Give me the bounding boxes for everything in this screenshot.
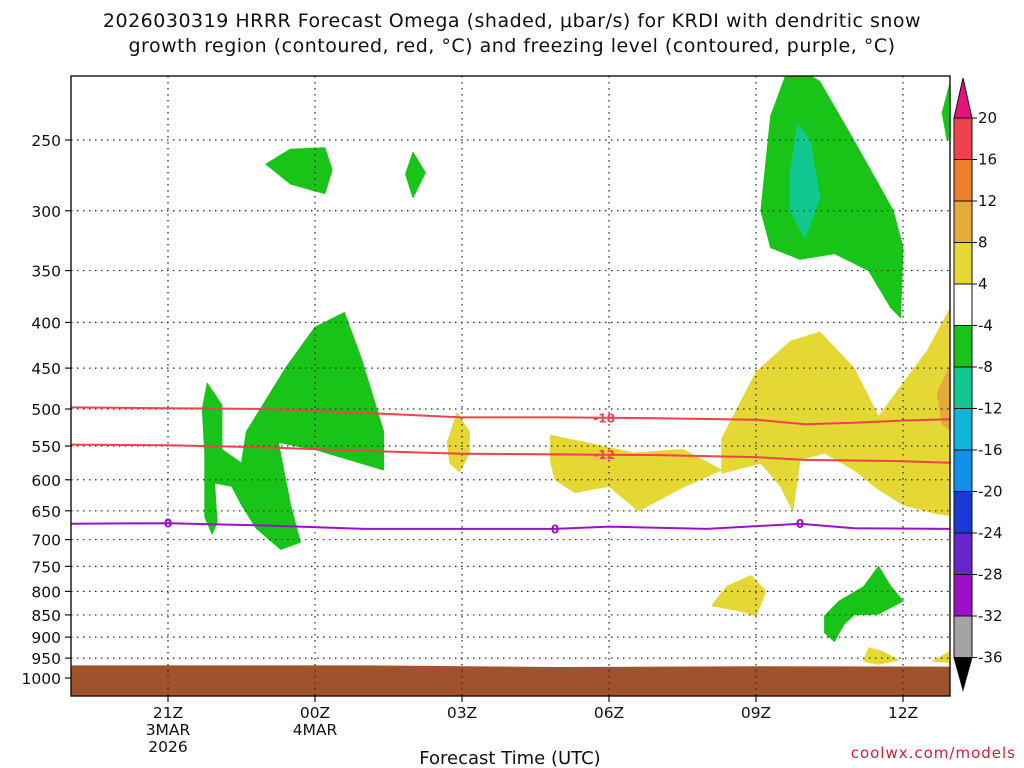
contour-label-0-0: 0 xyxy=(164,517,172,531)
x-tick-label-12Z-0: 12Z xyxy=(888,704,918,722)
x-tick-label-00Z-1: 4MAR xyxy=(293,721,338,739)
y-tick-label-500: 500 xyxy=(31,401,61,419)
colorbar-label-11: -28 xyxy=(978,566,1003,584)
contour-labels: -18 -12 0 0 0 xyxy=(164,411,804,536)
y-tick-label-650: 650 xyxy=(31,503,61,521)
colorbar-swatch-1 xyxy=(953,117,973,160)
colorbar-swatch-3 xyxy=(953,200,973,243)
chart-title-line1: 2026030319 HRRR Forecast Omega (shaded, … xyxy=(103,10,921,32)
contour-line--18 xyxy=(71,406,950,426)
grid-lines xyxy=(71,76,950,696)
colorbar-label-8: -16 xyxy=(978,441,1003,459)
colorbar-label-0: 20 xyxy=(978,109,997,127)
colorbar-swatch-13 xyxy=(953,615,973,658)
colorbar-label-10: -24 xyxy=(978,524,1003,542)
omega-positive-region-2 xyxy=(446,412,470,473)
omega-positive-region-5 xyxy=(931,651,950,663)
x-tick-label-03Z-0: 03Z xyxy=(447,704,477,722)
contour-lines xyxy=(71,406,950,530)
contour-label-0-2: 0 xyxy=(796,517,804,531)
x-tick-label-09Z-0: 09Z xyxy=(741,704,771,722)
colorbar-label-4: 4 xyxy=(978,275,988,293)
omega-positive-region-1 xyxy=(549,434,723,512)
colorbar-swatch-7 xyxy=(953,366,973,409)
omega-negative-region-4 xyxy=(789,123,821,239)
colorbar-label-6: -8 xyxy=(978,358,993,376)
colorbar-swatch-8 xyxy=(953,408,973,451)
omega-positive-region-0 xyxy=(721,307,950,516)
y-tick-label-950: 950 xyxy=(31,650,61,668)
y-tick-label-400: 400 xyxy=(31,314,61,332)
y-tick-label-1000: 1000 xyxy=(22,670,61,688)
colorbar-swatch-9 xyxy=(953,449,973,492)
colorbar-swatch-12 xyxy=(953,574,973,617)
omega-negative-region-6 xyxy=(941,84,950,141)
terrain-band xyxy=(71,665,950,696)
colorbar-label-5: -4 xyxy=(978,317,993,335)
colorbar-swatch-6 xyxy=(953,325,973,368)
x-tick-label-21Z-1: 3MAR xyxy=(146,721,191,739)
contour-label--18-0: -18 xyxy=(593,411,615,425)
x-tick-label-21Z-0: 21Z xyxy=(153,704,183,722)
contour-line-0 xyxy=(71,522,950,530)
colorbar-top-arrow xyxy=(953,77,973,119)
x-tick-label-00Z-0: 00Z xyxy=(300,704,330,722)
contour-label-0-1: 0 xyxy=(551,522,559,536)
omega-strong-region-0 xyxy=(936,365,950,431)
chart-title-line2: growth region (contoured, red, °C) and f… xyxy=(128,35,895,57)
colorbar-label-7: -12 xyxy=(978,400,1003,418)
omega-positive-region-3 xyxy=(711,575,767,617)
colorbar-label-1: 16 xyxy=(978,151,997,169)
contour-line--12 xyxy=(71,443,950,464)
colorbar-swatch-10 xyxy=(953,491,973,534)
y-tick-label-600: 600 xyxy=(31,472,61,490)
colorbar: 20 16 12 8 4 -4 -8 -12 -16 -20 -24 -28 -32 -36 xyxy=(953,77,1003,692)
colorbar-label-2: 12 xyxy=(978,192,997,210)
colorbar-swatch-5 xyxy=(953,283,973,326)
contour-label--12-0: -12 xyxy=(593,448,615,462)
colorbar-bottom-arrow xyxy=(953,657,973,692)
colorbar-label-9: -20 xyxy=(978,483,1003,501)
omega-negative-region-3 xyxy=(760,76,904,318)
omega-negative-region-5 xyxy=(824,565,904,642)
y-tick-label-700: 700 xyxy=(31,532,61,550)
omega-fills xyxy=(71,76,950,696)
colorbar-swatch-2 xyxy=(953,159,973,202)
y-tick-label-900: 900 xyxy=(31,629,61,647)
omega-negative-region-2 xyxy=(405,151,426,199)
y-tick-label-550: 550 xyxy=(31,438,61,456)
y-axis-ticks: 250 300 350 400 450 500 550 600 650 700 750 800 850 9… xyxy=(22,132,71,688)
y-tick-label-450: 450 xyxy=(31,360,61,378)
omega-negative-region-1 xyxy=(265,147,333,195)
y-tick-label-750: 750 xyxy=(31,558,61,576)
plot-area: -18 -12 0 0 0 xyxy=(70,75,951,697)
x-tick-label-21Z-2: 2026 xyxy=(148,738,187,756)
y-tick-label-300: 300 xyxy=(31,203,61,221)
colorbar-swatch-4 xyxy=(953,242,973,285)
x-tick-label-06Z-0: 06Z xyxy=(594,704,624,722)
colorbar-label-13: -36 xyxy=(978,649,1003,667)
omega-positive-region-4 xyxy=(863,647,899,665)
colorbar-label-12: -32 xyxy=(978,607,1003,625)
y-tick-label-350: 350 xyxy=(31,263,61,281)
y-tick-label-800: 800 xyxy=(31,583,61,601)
y-tick-label-850: 850 xyxy=(31,607,61,625)
colorbar-swatch-11 xyxy=(953,532,973,575)
plot-frame xyxy=(70,75,951,697)
y-tick-label-250: 250 xyxy=(31,132,61,150)
x-axis-label: Forecast Time (UTC) xyxy=(419,748,600,768)
omega-negative-region-0 xyxy=(201,312,385,550)
colorbar-label-3: 8 xyxy=(978,234,988,252)
credit-text: coolwx.com/models xyxy=(851,744,1016,762)
